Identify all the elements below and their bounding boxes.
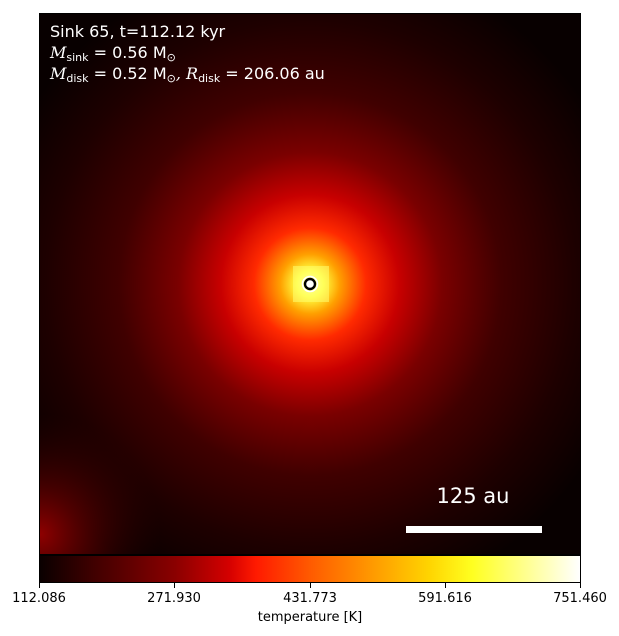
edge-glow xyxy=(40,314,160,554)
colorbar-tick xyxy=(174,583,175,588)
sink-mass-label: Msink = 0.56 M⊙ xyxy=(50,43,176,64)
colorbar-tick xyxy=(310,583,311,588)
colorbar-tick xyxy=(445,583,446,588)
colorbar-label: temperature [K] xyxy=(257,610,363,625)
colorbar-tick-label: 112.086 xyxy=(12,591,66,606)
scale-bar xyxy=(406,526,542,533)
colorbar-tick-label: 591.616 xyxy=(418,591,472,606)
scale-bar-label: 125 au xyxy=(436,484,510,508)
temperature-image xyxy=(40,14,580,554)
colorbar-tick xyxy=(39,583,40,588)
colorbar xyxy=(39,555,581,583)
colorbar-tick-label: 271.930 xyxy=(147,591,201,606)
sink-marker xyxy=(303,277,317,291)
colorbar-tick-label: 751.460 xyxy=(553,591,607,606)
colorbar-tick-label: 431.773 xyxy=(283,591,337,606)
temperature-map: Sink 65, t=112.12 kyr Msink = 0.56 M⊙ Md… xyxy=(39,13,581,555)
title-line: Sink 65, t=112.12 kyr xyxy=(50,22,226,41)
colorbar-tick xyxy=(580,583,581,588)
disk-mass-radius-label: Mdisk = 0.52 M⊙, Rdisk = 206.06 au xyxy=(50,64,325,85)
sink-marker-ring xyxy=(301,275,319,293)
